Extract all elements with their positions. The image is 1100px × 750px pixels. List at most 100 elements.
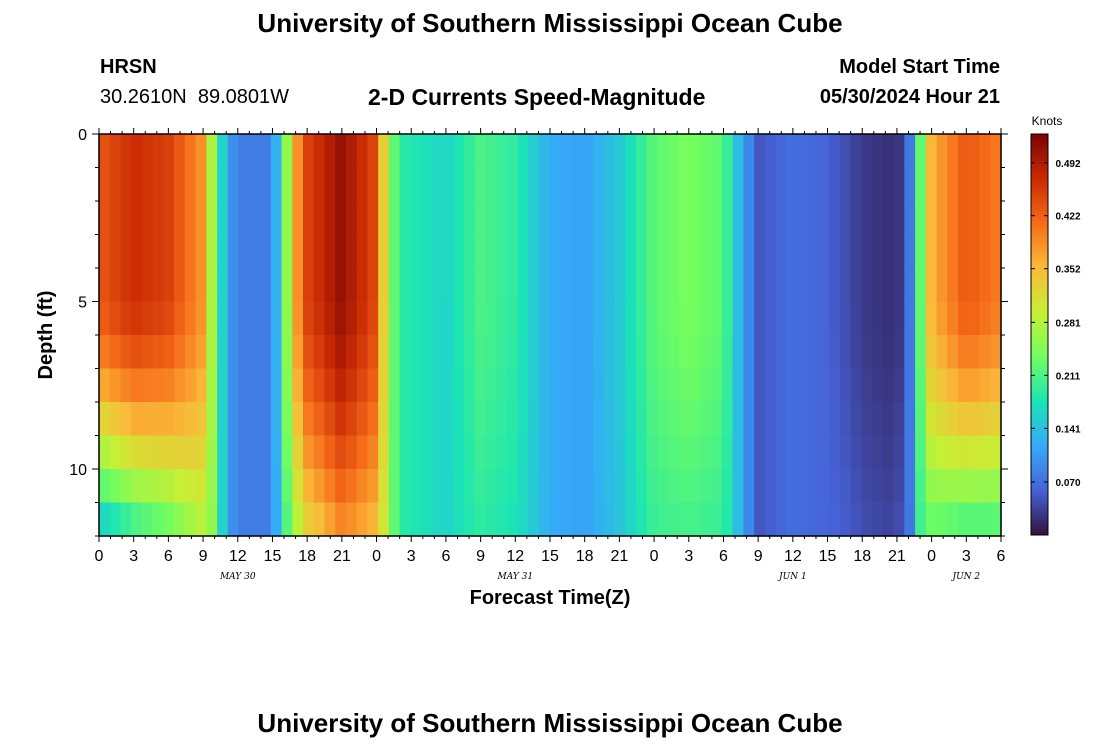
heatmap-cell	[206, 134, 218, 169]
y-tick-label: 5	[78, 295, 87, 312]
heatmap-cell	[990, 234, 1002, 269]
heatmap-cell	[968, 402, 981, 437]
heatmap-cell	[367, 435, 379, 470]
heatmap-cell	[829, 134, 841, 169]
heatmap-cell	[646, 301, 658, 336]
heatmap-cell	[882, 134, 895, 169]
heatmap-cell	[614, 335, 626, 370]
heatmap-cell	[399, 469, 412, 504]
heatmap-cell	[861, 368, 873, 403]
heatmap-cell	[152, 134, 165, 169]
heatmap-cell	[743, 167, 755, 202]
heatmap-cell	[270, 201, 283, 236]
heatmap-cell	[861, 502, 873, 537]
heatmap-cell	[732, 502, 744, 537]
heatmap-cell	[743, 435, 755, 470]
heatmap-cell	[174, 234, 186, 269]
heatmap-cell	[324, 167, 336, 202]
heatmap-cell	[388, 402, 401, 437]
heatmap-cell	[120, 301, 132, 336]
heatmap-cell	[614, 268, 626, 303]
heatmap-cell	[968, 301, 981, 336]
heatmap-cell	[635, 368, 648, 403]
heatmap-cell	[904, 435, 916, 470]
heatmap-cell	[550, 368, 562, 403]
heatmap-cell	[313, 268, 326, 303]
heatmap-cell	[711, 502, 723, 537]
heatmap-cell	[592, 234, 605, 269]
heatmap-cell	[292, 301, 304, 336]
heatmap-cell	[936, 201, 948, 236]
heatmap-cell	[131, 335, 143, 370]
heatmap-cell	[571, 201, 583, 236]
heatmap-cell	[453, 368, 465, 403]
heatmap-cell	[335, 134, 347, 169]
heatmap-cell	[614, 469, 626, 504]
heatmap-cell	[818, 502, 830, 537]
heatmap-cell	[303, 301, 315, 336]
heatmap-cell	[582, 469, 594, 504]
heatmap-cell	[614, 234, 626, 269]
heatmap-cell	[882, 335, 895, 370]
heatmap-cell	[657, 502, 669, 537]
heatmap-cell	[915, 201, 927, 236]
heatmap-cell	[195, 301, 207, 336]
heatmap-cell	[163, 134, 175, 169]
heatmap-cell	[668, 167, 680, 202]
heatmap-cell	[453, 234, 465, 269]
heatmap-cell	[936, 134, 948, 169]
heatmap-cell	[335, 502, 347, 537]
heatmap-cell	[421, 234, 433, 269]
heatmap-cell	[174, 134, 186, 169]
x-tick-label: 18	[853, 548, 871, 565]
heatmap-cell	[174, 435, 186, 470]
heatmap-cell	[184, 268, 197, 303]
heatmap-cell	[592, 268, 605, 303]
heatmap-cell	[388, 335, 401, 370]
heatmap-cell	[292, 368, 304, 403]
heatmap-cell	[850, 167, 863, 202]
heatmap-cell	[410, 167, 422, 202]
heatmap-cell	[324, 402, 336, 437]
heatmap-cell	[625, 167, 637, 202]
y-tick-label: 10	[69, 462, 87, 479]
heatmap-cell	[721, 335, 734, 370]
heatmap-cell	[678, 301, 691, 336]
heatmap-cell	[915, 502, 927, 537]
heatmap-cell	[904, 502, 916, 537]
heatmap-cell	[839, 167, 852, 202]
heatmap-cell	[904, 268, 916, 303]
heatmap-cell	[109, 435, 122, 470]
heatmap-cell	[141, 402, 154, 437]
heatmap-cell	[109, 335, 122, 370]
heatmap-cell	[893, 435, 905, 470]
heatmap-cell	[324, 234, 336, 269]
heatmap-cell	[507, 502, 519, 537]
heatmap-cell	[571, 335, 583, 370]
x-tick-label: 6	[164, 548, 173, 565]
heatmap-cell	[485, 234, 497, 269]
heatmap-cell	[399, 167, 412, 202]
heatmap-cell	[528, 402, 540, 437]
heatmap-cell	[614, 134, 626, 169]
heatmap-cell	[796, 167, 809, 202]
heatmap-cell	[184, 469, 197, 504]
heatmap-cell	[528, 435, 540, 470]
heatmap-cell	[764, 502, 777, 537]
heatmap-cell	[732, 435, 744, 470]
heatmap-cell	[711, 368, 723, 403]
heatmap-cell	[227, 201, 240, 236]
heatmap-cell	[141, 469, 154, 504]
heatmap-cell	[657, 201, 669, 236]
heatmap-cell	[947, 335, 959, 370]
heatmap-cell	[721, 469, 734, 504]
heatmap-cell	[678, 335, 691, 370]
y-tick-label: 0	[78, 127, 87, 144]
heatmap-cell	[99, 234, 111, 269]
heatmap-cell	[625, 502, 637, 537]
heatmap-cell	[184, 402, 197, 437]
x-tick-label: 3	[962, 548, 971, 565]
heatmap-cell	[281, 201, 293, 236]
heatmap-cell	[807, 134, 820, 169]
heatmap-cell	[517, 201, 530, 236]
